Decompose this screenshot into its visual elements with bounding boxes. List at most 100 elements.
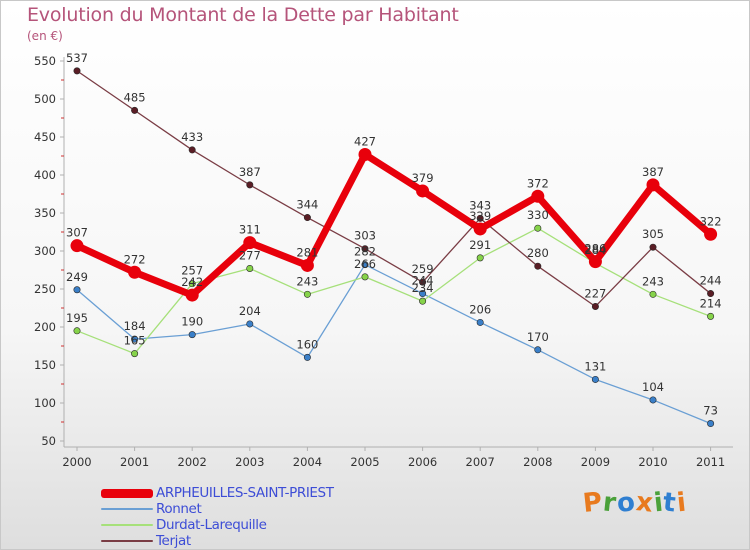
- data-point-durdat-larequille: [419, 297, 427, 305]
- data-point-durdat-larequille: [73, 327, 81, 335]
- chart-series: [70, 67, 718, 428]
- data-point-ronnet: [246, 320, 254, 328]
- data-label: 305: [642, 227, 664, 241]
- y-tick-label: 250: [34, 282, 56, 296]
- data-label: 272: [124, 252, 146, 266]
- legend-label: Durdat-Larequille: [156, 517, 267, 533]
- data-point-terjat: [361, 245, 369, 253]
- data-label: 372: [527, 176, 549, 190]
- data-point-arpheuilles-saint-priest: [588, 255, 602, 269]
- data-label: 206: [469, 302, 491, 316]
- data-label: 170: [527, 330, 549, 344]
- data-label: 387: [239, 165, 261, 179]
- data-label: 281: [296, 245, 318, 259]
- chart-unit-label: (en €): [27, 29, 63, 43]
- data-point-terjat: [419, 278, 427, 286]
- data-label: 537: [66, 51, 88, 65]
- y-tick-label: 150: [34, 358, 56, 372]
- data-label: 280: [527, 246, 549, 260]
- data-point-terjat: [591, 302, 599, 310]
- data-label: 243: [296, 274, 318, 288]
- x-tick-label: 2003: [235, 455, 264, 469]
- y-tick-label: 350: [34, 206, 56, 220]
- data-label: 214: [700, 296, 722, 310]
- data-point-durdat-larequille: [534, 224, 542, 232]
- data-label: 282: [354, 245, 376, 259]
- data-label: 322: [700, 214, 722, 228]
- data-point-ronnet: [303, 353, 311, 361]
- proxiti-logo: Proxiti: [581, 487, 688, 519]
- data-point-durdat-larequille: [649, 290, 657, 298]
- legend-item: Terjat: [101, 533, 334, 549]
- data-label: 160: [296, 337, 318, 351]
- data-label: 195: [66, 311, 88, 325]
- data-label: 311: [239, 223, 261, 237]
- legend-swatch: [101, 508, 153, 510]
- series-line-ronnet: [76, 264, 711, 425]
- x-tick-label: 2005: [350, 455, 379, 469]
- data-point-arpheuilles-saint-priest: [646, 178, 660, 192]
- data-label: 165: [124, 334, 146, 348]
- y-tick-label: 550: [34, 54, 56, 68]
- data-label: 227: [584, 286, 606, 300]
- data-point-terjat: [476, 214, 484, 222]
- data-point-terjat: [303, 214, 311, 222]
- data-point-terjat: [534, 262, 542, 270]
- data-point-durdat-larequille: [131, 350, 139, 358]
- legend-swatch: [101, 488, 153, 498]
- legend-item: Ronnet: [101, 501, 334, 517]
- data-point-durdat-larequille: [361, 273, 369, 281]
- data-label: 184: [124, 319, 146, 333]
- data-point-ronnet: [534, 346, 542, 354]
- data-label: 243: [642, 274, 664, 288]
- data-label: 234: [412, 281, 434, 295]
- y-tick-label: 450: [34, 130, 56, 144]
- data-label: 329: [469, 209, 491, 223]
- legend-item: Durdat-Larequille: [101, 517, 334, 533]
- x-tick-label: 2008: [523, 455, 552, 469]
- data-point-durdat-larequille: [707, 312, 715, 320]
- legend-swatch: [101, 524, 153, 526]
- data-label: 291: [469, 238, 491, 252]
- data-point-ronnet: [73, 286, 81, 294]
- x-tick-label: 2002: [178, 455, 207, 469]
- data-label: 259: [412, 262, 434, 276]
- data-point-arpheuilles-saint-priest: [243, 236, 257, 250]
- data-point-arpheuilles-saint-priest: [185, 288, 199, 302]
- data-point-ronnet: [361, 261, 369, 269]
- x-tick-label: 2010: [638, 455, 667, 469]
- x-tick-label: 2006: [408, 455, 437, 469]
- series-line-arpheuilles-saint-priest: [75, 150, 713, 299]
- data-point-ronnet: [591, 375, 599, 383]
- chart-axes: 50 100 150 200 250 300 350 400 450 500 550 2000 2001…: [34, 54, 733, 469]
- data-label: 427: [354, 134, 376, 148]
- data-label: 303: [354, 229, 376, 243]
- x-tick-label: 2009: [581, 455, 610, 469]
- data-label: 242: [181, 275, 203, 289]
- data-point-terjat: [707, 290, 715, 298]
- data-point-arpheuilles-saint-priest: [473, 222, 487, 236]
- x-tick-label: 2007: [466, 455, 495, 469]
- chart-data-labels: 307 272 242 311 281 427 379 329 372 286 387 322 249 1…: [66, 51, 722, 418]
- y-tick-label: 50: [41, 434, 56, 448]
- data-point-arpheuilles-saint-priest: [70, 239, 84, 253]
- y-tick-label: 500: [34, 92, 56, 106]
- data-point-arpheuilles-saint-priest: [358, 147, 372, 161]
- data-point-arpheuilles-saint-priest: [704, 227, 718, 241]
- x-tick-label: 2001: [120, 455, 149, 469]
- x-tick-label: 2004: [293, 455, 322, 469]
- data-label: 344: [296, 198, 318, 212]
- data-label: 307: [66, 226, 88, 240]
- y-tick-label: 200: [34, 320, 56, 334]
- legend-label: Terjat: [156, 533, 191, 549]
- data-label: 266: [354, 257, 376, 271]
- data-label: 257: [181, 264, 203, 278]
- data-point-durdat-larequille: [303, 290, 311, 298]
- chart-legend: ARPHEUILLES-SAINT-PRIEST Ronnet Durdat-Lar…: [101, 485, 334, 549]
- data-point-arpheuilles-saint-priest: [531, 189, 545, 203]
- data-point-terjat: [131, 106, 139, 114]
- x-tick-label: 2011: [696, 455, 725, 469]
- data-label: 379: [412, 171, 434, 185]
- data-point-durdat-larequille: [188, 280, 196, 288]
- data-point-ronnet: [649, 396, 657, 404]
